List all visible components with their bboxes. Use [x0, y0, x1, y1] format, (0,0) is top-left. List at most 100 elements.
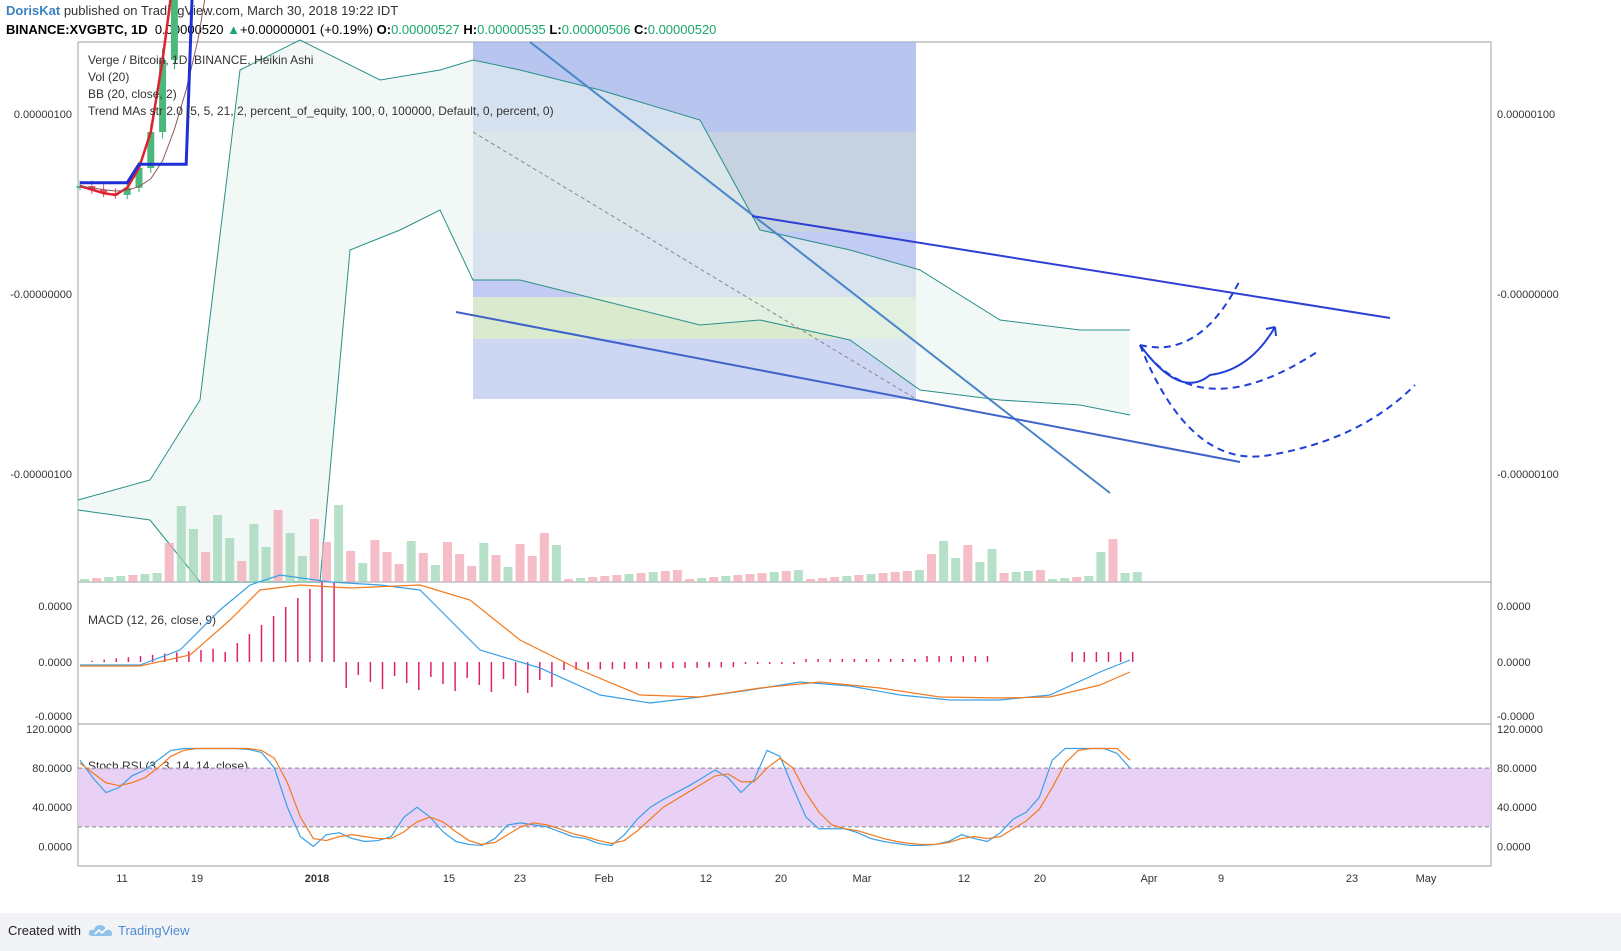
x-tick-label: 12 [958, 873, 970, 885]
volume-bar [261, 547, 271, 582]
stoch-y-tick-right: 120.0000 [1497, 724, 1543, 736]
volume-bar [1023, 571, 1033, 582]
close-label: C: [634, 22, 648, 37]
macd-y-tick-left: 0.0000 [38, 657, 72, 669]
stoch-y-tick-left: 80.0000 [32, 763, 72, 775]
volume-bar [152, 573, 162, 582]
volume-bar [806, 579, 815, 582]
stoch-rsi-pane[interactable]: Stoch RSI (3, 3, 14, 14, close) 120.0000… [26, 724, 1543, 854]
x-axis: 11 19 2018 15 23 Feb 12 20 Mar 12 20 Apr 9 23 May [116, 873, 1437, 885]
volume-bar [963, 545, 973, 582]
candle-body [135, 168, 143, 188]
stoch-k-line [79, 747, 1131, 848]
macd-pane[interactable]: MACD (12, 26, close, 9) 0.0000 0.0000 0.00… [35, 574, 1535, 723]
volume-bar [818, 578, 828, 582]
price-pane[interactable]: 0.000013000.000013000.000012000.00001200… [8, 0, 1561, 583]
volume-bar [697, 578, 707, 582]
macd-signal-line [80, 584, 1131, 699]
volume-bar [92, 578, 102, 582]
created-with-text: Created with [8, 923, 81, 938]
x-tick-label: 20 [775, 873, 787, 885]
volume-bar [491, 555, 501, 582]
volume-bar [721, 576, 731, 582]
volume-bar [140, 574, 150, 582]
volume-bar [479, 543, 489, 582]
macd-title: MACD (12, 26, close, 9) [88, 613, 216, 627]
volume-bar [685, 579, 694, 582]
footer-bar: Created with TradingView [0, 913, 1621, 951]
stoch-y-tick-left: 120.0000 [26, 724, 72, 736]
legend-bb: BB (20, close, 2) [88, 87, 177, 101]
bollinger-fill [78, 40, 1130, 582]
candle-body [170, 0, 178, 60]
volume-bar [987, 549, 997, 582]
volume-bar [1072, 577, 1082, 582]
volume-bar [975, 562, 985, 582]
macd-line [80, 574, 1131, 704]
projection-arrow-solid [1139, 326, 1276, 384]
symbol-label: BINANCE:XVGBTC, 1D [6, 22, 148, 37]
volume-bar [539, 533, 549, 582]
volume-bar [648, 572, 658, 582]
volume-bar [745, 574, 755, 582]
candle-body [147, 132, 155, 168]
volume-bar [80, 579, 89, 582]
volume-bar [334, 505, 344, 582]
tradingview-link[interactable]: TradingView [118, 923, 190, 938]
volume-bar [443, 542, 452, 582]
volume-bar [297, 556, 307, 582]
volume-bar [225, 538, 235, 582]
fib-diagonal [472, 131, 917, 400]
volume-bar [624, 574, 634, 582]
low-label: L: [549, 22, 562, 37]
channel-bottom-line [455, 311, 1241, 463]
volume-bar [164, 543, 174, 582]
x-tick-label: May [1416, 873, 1437, 885]
stoch-y-tick-right: 80.0000 [1497, 763, 1537, 775]
x-tick-label: Mar [853, 873, 872, 885]
volume-bar [370, 540, 380, 582]
volume-bar [914, 570, 924, 582]
x-tick-label: 23 [514, 873, 526, 885]
volume-bar [769, 572, 779, 582]
stoch-y-tick-right: 40.0000 [1497, 802, 1537, 814]
volume-bar [564, 579, 573, 582]
volume-bar [733, 575, 743, 582]
macd-y-tick-right: 0.0000 [1497, 657, 1531, 669]
volume-bar [515, 544, 525, 582]
x-tick-label: 12 [700, 873, 712, 885]
tradingview-cloud-icon [88, 925, 113, 936]
volume-bar [551, 545, 561, 582]
fib-zone-bottom [473, 339, 916, 399]
volume-bar [1108, 539, 1118, 582]
volume-bar [346, 551, 356, 582]
low-value: 0.00000506 [561, 22, 631, 37]
volume-bar [842, 576, 852, 582]
stoch-y-tick-right: 0.0000 [1497, 841, 1531, 853]
volume-bar [793, 570, 803, 582]
channel-top-line [751, 215, 1391, 319]
volume-bar [358, 563, 368, 582]
candle-body [159, 60, 167, 132]
author-name[interactable]: DorisKat [6, 3, 61, 18]
macd-y-tick-right: -0.0000 [1497, 711, 1534, 723]
volume-bar [527, 556, 537, 582]
volume-bar [273, 510, 283, 582]
volume-bar [878, 573, 888, 582]
volume-bar [382, 552, 392, 582]
volume-bar [201, 552, 210, 582]
chart-svg[interactable]: 0.000013000.000013000.000012000.00001200… [0, 0, 1621, 913]
volume-bar [1120, 573, 1130, 582]
volume-bar [854, 575, 864, 582]
volume-bar [455, 554, 465, 582]
volume-bar [1132, 572, 1142, 582]
volume-bar [612, 575, 622, 582]
publish-info: published on TradingView.com, March 30, … [63, 3, 399, 18]
stoch-y-tick-left: 0.0000 [38, 841, 72, 853]
volume-bar [104, 577, 114, 582]
y-tick-label-right: -0.00000100 [1497, 469, 1559, 481]
volume-bar [1084, 576, 1094, 582]
y-tick-label-left: -0.00000000 [10, 289, 72, 301]
x-tick-label: Apr [1140, 873, 1157, 885]
projection-arrow-mid [1139, 344, 1321, 390]
